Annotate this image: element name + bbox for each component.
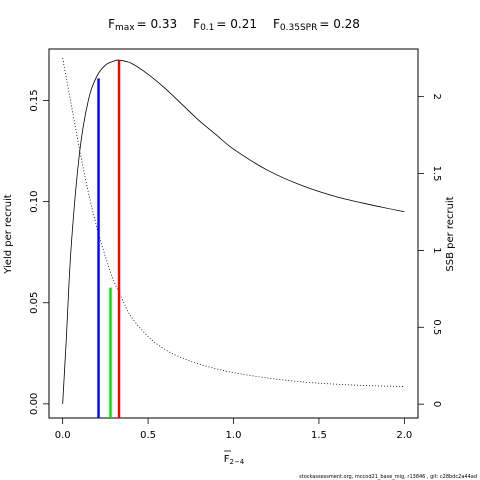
- y-left-tick-label: 0.10: [29, 191, 40, 213]
- x-tick-label: 1.0: [226, 430, 242, 441]
- title-f01-sub: 0.1: [200, 23, 214, 33]
- y-axis-left: 0.00 0.05 0.10 0.15: [29, 89, 49, 415]
- x-axis-title: F2−4: [224, 454, 245, 466]
- x-axis: 0.0 0.5 1.0 1.5 2.0: [55, 418, 412, 441]
- y-right-tick-label: 0: [431, 401, 442, 407]
- footer-text: stockassessment.org, mccod21_base_mig, r…: [299, 474, 477, 480]
- y-left-tick-label: 0.00: [29, 393, 40, 415]
- title-f01-sym: F: [193, 17, 200, 31]
- title-fmax-sym: F: [108, 17, 115, 31]
- title-f35-sym: F: [273, 17, 280, 31]
- chart-title: Fmax = 0.33 F0.1 = 0.21 F0.35SPR = 0.28: [108, 17, 360, 33]
- x-tick-label: 0.0: [55, 430, 71, 441]
- yield-per-recruit-line: [62, 59, 405, 404]
- x-axis-title-sym: F: [224, 454, 230, 465]
- data-layer: [62, 58, 405, 418]
- title-f35-value: = 0.28: [319, 17, 360, 31]
- y-right-tick-label: 1.5: [431, 166, 442, 182]
- y-right-tick-label: 2: [431, 93, 442, 99]
- title-fmax-sub: max: [115, 23, 135, 33]
- y-left-tick-label: 0.05: [29, 292, 40, 314]
- title-f01-value: = 0.21: [216, 17, 257, 31]
- x-tick-label: 2.0: [396, 430, 412, 441]
- y-right-tick-label: 0.5: [431, 319, 442, 335]
- y-axis-right-title: SSB per recruit: [445, 196, 456, 271]
- ssb-per-recruit-line: [62, 58, 405, 387]
- y-right-tick-label: 1: [431, 247, 442, 253]
- title-f35-sub: 0.35SPR: [280, 23, 317, 33]
- x-axis-title-sub: 2−4: [229, 458, 244, 466]
- x-tick-label: 0.5: [140, 430, 156, 441]
- y-axis-left-title: Yield per recruit: [3, 194, 14, 275]
- y-left-tick-label: 0.15: [29, 89, 40, 111]
- x-tick-label: 1.5: [311, 430, 327, 441]
- title-fmax-value: = 0.33: [137, 17, 178, 31]
- y-axis-right: 0 0.5 1 1.5 2: [418, 93, 442, 407]
- plot-frame: [48, 48, 419, 419]
